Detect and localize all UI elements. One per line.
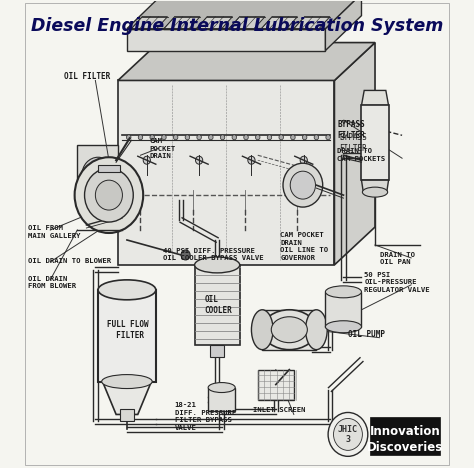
Text: FULL FLOW
  FILTER: FULL FLOW FILTER: [107, 320, 149, 340]
Text: DRAIN TO
CAM POCKETS: DRAIN TO CAM POCKETS: [337, 148, 385, 162]
Circle shape: [209, 135, 213, 140]
Polygon shape: [229, 17, 265, 29]
Polygon shape: [127, 0, 362, 29]
Text: OIL DRAIN
FROM BLOWER: OIL DRAIN FROM BLOWER: [27, 276, 76, 289]
Circle shape: [197, 135, 201, 140]
Circle shape: [150, 135, 155, 140]
Polygon shape: [118, 80, 335, 265]
Circle shape: [326, 135, 330, 140]
Circle shape: [181, 250, 190, 260]
Circle shape: [255, 135, 260, 140]
Text: DRAIN TO
OIL PAN: DRAIN TO OIL PAN: [380, 252, 415, 265]
Circle shape: [143, 156, 150, 164]
Text: 40 PSI DIFF. PRESSURE
OIL COOLER BYPASS VALVE: 40 PSI DIFF. PRESSURE OIL COOLER BYPASS …: [163, 248, 264, 262]
Circle shape: [185, 135, 190, 140]
Text: 18-21
DIFF. PRESSURE
FILTER BYPASS
VALVE: 18-21 DIFF. PRESSURE FILTER BYPASS VALVE: [175, 402, 236, 431]
Ellipse shape: [195, 257, 240, 273]
Ellipse shape: [363, 187, 388, 197]
Circle shape: [232, 135, 237, 140]
Circle shape: [334, 418, 363, 450]
Bar: [262, 310, 316, 350]
Text: OIL PUMP: OIL PUMP: [348, 330, 385, 339]
Circle shape: [244, 135, 248, 140]
Text: OIL FROM
MAIN GALLERY: OIL FROM MAIN GALLERY: [27, 225, 80, 239]
Ellipse shape: [326, 286, 362, 298]
Text: BYPASS
FILTER: BYPASS FILTER: [337, 120, 365, 140]
Text: INLET SCREEN: INLET SCREEN: [253, 408, 306, 414]
Polygon shape: [131, 17, 167, 29]
Circle shape: [283, 163, 323, 207]
Circle shape: [95, 180, 122, 210]
Circle shape: [162, 135, 166, 140]
Polygon shape: [102, 380, 152, 415]
Bar: [98, 290, 156, 381]
Circle shape: [220, 135, 225, 140]
Circle shape: [74, 157, 143, 233]
Text: CAM
POCKET
DRAIN: CAM POCKET DRAIN: [149, 138, 176, 159]
Polygon shape: [261, 17, 298, 29]
Circle shape: [290, 171, 316, 199]
Ellipse shape: [91, 167, 105, 183]
Circle shape: [291, 135, 295, 140]
Bar: [195, 265, 240, 344]
Text: Innovation: Innovation: [369, 425, 440, 438]
Text: OIL
COOLER: OIL COOLER: [204, 295, 232, 315]
Bar: [258, 370, 294, 400]
Ellipse shape: [82, 157, 114, 193]
Text: OIL FILTER: OIL FILTER: [64, 73, 110, 81]
Ellipse shape: [326, 321, 362, 333]
Polygon shape: [294, 17, 330, 29]
Bar: [208, 388, 235, 411]
Bar: [120, 410, 134, 422]
Bar: [210, 344, 224, 357]
Polygon shape: [164, 17, 200, 29]
Text: JHIC
3: JHIC 3: [338, 425, 358, 444]
Text: OIL DRAIN TO BLOWER: OIL DRAIN TO BLOWER: [27, 258, 111, 264]
Circle shape: [314, 135, 319, 140]
Circle shape: [300, 156, 307, 164]
Text: BYPASS
FILTER: BYPASS FILTER: [339, 133, 367, 154]
Polygon shape: [196, 17, 232, 29]
Circle shape: [138, 135, 143, 140]
Circle shape: [84, 168, 133, 222]
Polygon shape: [98, 165, 120, 172]
Text: Discoveries: Discoveries: [367, 441, 443, 454]
Polygon shape: [77, 145, 118, 200]
Polygon shape: [362, 180, 389, 192]
Polygon shape: [326, 0, 362, 51]
Bar: [326, 292, 362, 327]
Bar: [370, 417, 440, 455]
Circle shape: [279, 135, 283, 140]
Ellipse shape: [262, 310, 316, 350]
Text: CAM POCKET
DRAIN
OIL LINE TO
GOVERNOR: CAM POCKET DRAIN OIL LINE TO GOVERNOR: [280, 232, 328, 261]
Ellipse shape: [98, 280, 156, 300]
Circle shape: [127, 135, 131, 140]
Circle shape: [267, 135, 272, 140]
Ellipse shape: [271, 317, 307, 343]
Circle shape: [302, 135, 307, 140]
Polygon shape: [118, 43, 375, 80]
Ellipse shape: [306, 310, 327, 350]
Circle shape: [195, 156, 203, 164]
Text: Diesel Engine Internal Lubrication System: Diesel Engine Internal Lubrication Syste…: [31, 17, 443, 35]
Polygon shape: [335, 43, 375, 265]
Circle shape: [173, 135, 178, 140]
Ellipse shape: [102, 374, 152, 388]
Ellipse shape: [251, 310, 273, 350]
Polygon shape: [127, 29, 326, 51]
Circle shape: [328, 412, 368, 456]
Circle shape: [248, 156, 255, 164]
Polygon shape: [362, 90, 389, 105]
Ellipse shape: [208, 382, 235, 393]
Bar: [362, 105, 389, 180]
Text: 50 PSI
OIL-PRESSURE
REGULATOR VALVE: 50 PSI OIL-PRESSURE REGULATOR VALVE: [364, 272, 430, 293]
